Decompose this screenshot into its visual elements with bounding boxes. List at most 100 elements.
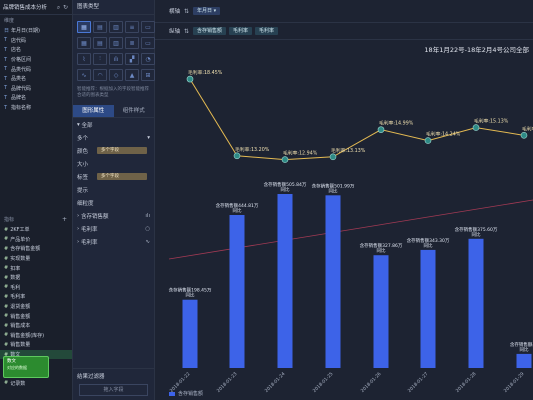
measure-item[interactable]: # 记录数	[0, 379, 72, 389]
chart-type-icon[interactable]: ▥	[109, 37, 123, 49]
dimension-item[interactable]: T 品类名	[0, 74, 72, 84]
measure-item[interactable]: # 数据	[0, 273, 72, 283]
all-section[interactable]: ▾ 全部	[73, 118, 154, 131]
dimension-item[interactable]: 日年月日(日期)	[0, 26, 72, 36]
dimension-item[interactable]: T 店代码	[0, 36, 72, 46]
col-field-pill-3[interactable]: 毛利率	[255, 27, 279, 35]
chart-type-icon[interactable]: ılı	[109, 53, 123, 65]
dimension-item[interactable]: T 指标名称	[0, 103, 72, 113]
measure-item[interactable]: # 产品单价	[0, 235, 72, 245]
measure-item[interactable]: #数文	[0, 349, 72, 360]
collapse-icon: ▾	[77, 121, 82, 128]
chart-type-icon[interactable]: ◇	[109, 69, 123, 81]
chart-type-icon[interactable]: ⌇	[77, 53, 91, 65]
chart-type-icon[interactable]: ▲	[125, 69, 139, 81]
chart-type-icon[interactable]: ≣	[125, 37, 139, 49]
measure-item[interactable]: # 销售数量	[0, 340, 72, 350]
search-icon[interactable]: ⌕	[56, 3, 61, 11]
bar-value-label: 含存销售额505.84万	[264, 181, 307, 188]
color-row[interactable]: 颜色 多个字段	[73, 144, 154, 157]
col-field-pill-1[interactable]: 含存销售额	[193, 27, 227, 35]
measure-item[interactable]: # 销售成本	[0, 321, 72, 331]
series-name: 毛利率	[80, 226, 98, 233]
chart-type-icon[interactable]: ≡	[125, 21, 139, 33]
drag-tooltip-item: 数文	[7, 359, 16, 364]
dataset-header: 品牌销售成本分析 ⌕ ↻	[0, 0, 72, 15]
chart-type-icon[interactable]: ◔	[141, 53, 155, 65]
measure-item[interactable]: # 毛利	[0, 283, 72, 293]
field-type-icon: T	[4, 56, 8, 63]
color-label: 颜色	[77, 148, 89, 155]
field-type-icon: T	[4, 75, 8, 82]
chart-type-icon[interactable]: ▤	[93, 37, 107, 49]
label-field-pill[interactable]: 多个字段	[97, 173, 147, 180]
chart-type-icon[interactable]: ▭	[141, 21, 155, 33]
all-label: 全部	[81, 122, 93, 129]
size-row[interactable]: 大小	[73, 157, 154, 170]
series-type-icon: ∿	[145, 238, 150, 245]
chart-type-icon[interactable]: ▭	[141, 37, 155, 49]
series-list: › 含存销售额 ılı › 毛利率 ○ › 毛利率 ∿	[73, 209, 154, 248]
dimension-item[interactable]: T 品牌名	[0, 93, 72, 103]
measure-name: 2KF工单	[10, 227, 30, 234]
row-field-pill[interactable]: 年月日 ▾	[193, 7, 221, 15]
chart-type-icon[interactable]: ∿	[77, 69, 91, 81]
dimension-name: 指标名称	[11, 105, 32, 112]
tab-graph-property[interactable]: 图形属性	[73, 105, 114, 117]
detail-row[interactable]: 细粒度	[73, 196, 154, 209]
chart-type-icon[interactable]: ▥	[109, 21, 123, 33]
series-item[interactable]: › 毛利率 ∿	[73, 235, 154, 248]
x-tick-label: 2018-01-26	[360, 371, 383, 394]
multi-dropdown[interactable]: 多个 ▾	[73, 131, 154, 144]
bar-value-label: 含存销售额343.30万	[407, 237, 450, 244]
field-type-icon: T	[4, 94, 8, 101]
chart-type-icon[interactable]: ▤	[93, 21, 107, 33]
dimension-item[interactable]: T 价格区间	[0, 55, 72, 65]
tooltip-row[interactable]: 提示	[73, 183, 154, 196]
x-tick-label: 2018-01-24	[264, 371, 287, 394]
bar-sub-label: 同比	[424, 242, 433, 249]
dimension-item[interactable]: T 店名	[0, 45, 72, 55]
dimension-section-label: 维度	[4, 18, 15, 24]
refresh-icon[interactable]: ↻	[62, 3, 69, 11]
row-shelf[interactable]: 横轴 ⇅ 年月日 ▾	[155, 0, 533, 23]
sort-icon[interactable]: ⇅	[184, 7, 190, 15]
chart-type-icon[interactable]: ▦	[77, 37, 91, 49]
dimension-item[interactable]: T 品牌代码	[0, 84, 72, 94]
field-type-icon: T	[4, 66, 8, 73]
chart-type-icon[interactable]: ▦	[77, 21, 91, 33]
column-shelf[interactable]: 纵轴 ⇅ 含存销售额 毛利率 毛利率	[155, 23, 533, 40]
chart-type-icon[interactable]: ◠	[93, 69, 107, 81]
field-type-icon: #	[4, 265, 9, 272]
color-field-pill[interactable]: 多个字段	[97, 147, 147, 154]
label-row[interactable]: 标签 多个字段	[73, 170, 154, 183]
drag-field-drop[interactable]: 拖入字段	[79, 384, 148, 396]
measure-item[interactable]: # 含存销售金额	[0, 244, 72, 254]
measure-item[interactable]: # 销售金额	[0, 311, 72, 321]
sort-icon[interactable]: ⇅	[184, 27, 190, 35]
line-point	[281, 156, 289, 163]
field-type-icon: #	[4, 274, 9, 281]
measure-item[interactable]: #2KF工单	[0, 225, 72, 235]
line-point	[520, 132, 528, 139]
combo-chart[interactable]: 含存销售额198.45万同比2018-01-22含存销售额444.81万同比20…	[155, 0, 533, 400]
expand-icon: ›	[77, 225, 81, 232]
chart-type-icon[interactable]: ⫶	[93, 53, 107, 65]
bar-sub-label: 同比	[520, 346, 529, 353]
chart-type-icon[interactable]: ▞	[125, 53, 139, 65]
col-field-pill-2[interactable]: 毛利率	[229, 27, 253, 35]
tab-component-style[interactable]: 组件样式	[122, 108, 145, 114]
filter-section-label: 结果过滤器	[73, 368, 154, 382]
series-item[interactable]: › 含存销售额 ılı	[73, 209, 154, 222]
measure-item[interactable]: # 实现数量	[0, 254, 72, 264]
measure-item[interactable]: # 退货金额	[0, 302, 72, 312]
measure-item[interactable]: # 销售金额(库存)	[0, 331, 72, 341]
dimension-item[interactable]: T 品类代码	[0, 64, 72, 74]
measure-name: 销售成本	[10, 323, 31, 330]
measure-item[interactable]: # 毛利率	[0, 292, 72, 302]
measure-item[interactable]: # 扣率	[0, 263, 72, 273]
series-item[interactable]: › 毛利率 ○	[73, 222, 154, 235]
x-tick-label: 2018-01-29	[503, 371, 526, 394]
add-icon[interactable]: +	[61, 216, 68, 223]
chart-type-icon[interactable]: ⊞	[141, 69, 155, 81]
